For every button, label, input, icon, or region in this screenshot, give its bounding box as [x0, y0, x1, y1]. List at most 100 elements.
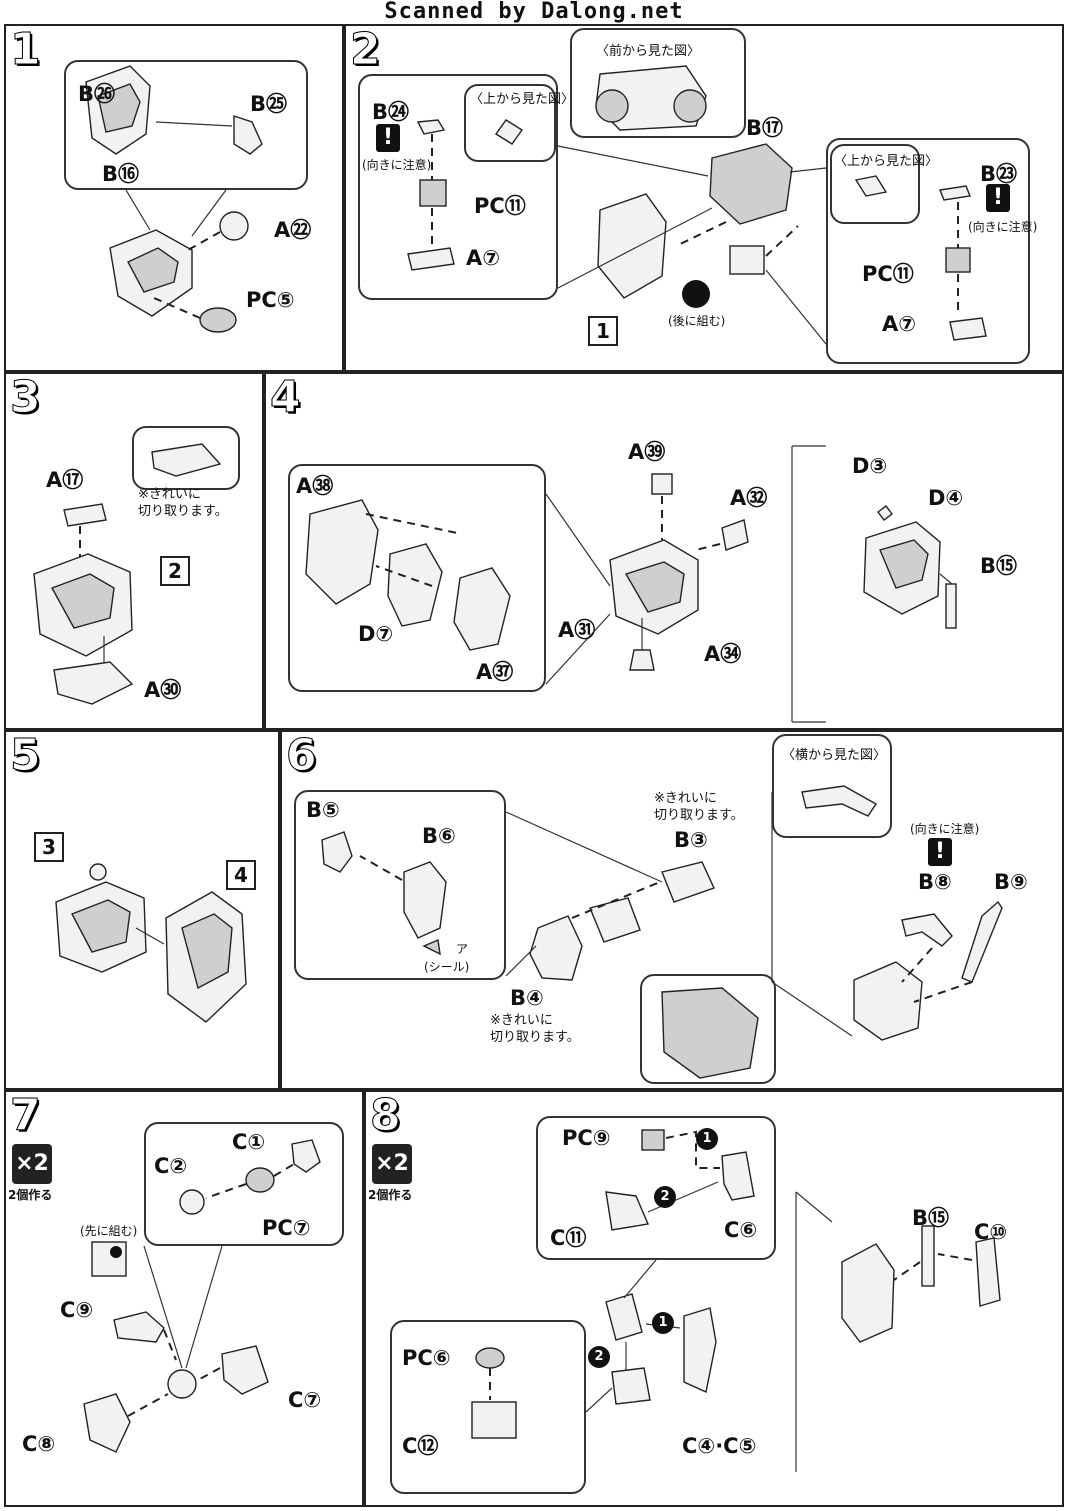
part-shape: [661, 987, 759, 1079]
orientation-warning-label: (向きに注意): [910, 822, 980, 836]
note-text: ※きれいに 切り取ります。: [490, 1013, 580, 1045]
part-shape: [181, 913, 233, 990]
dashed-guide: [359, 855, 403, 881]
step-number: 1: [10, 24, 42, 75]
sticker-label: (シール): [424, 960, 470, 974]
step-order-badge-1: 1: [652, 1312, 674, 1334]
part-label: B㉖: [78, 82, 116, 106]
later-marker: [682, 280, 710, 308]
dashed-guide: [665, 1130, 720, 1169]
part-shape: [245, 1167, 275, 1193]
part-label: B⑤: [306, 798, 340, 822]
leader-line: [191, 189, 227, 237]
part-shape: [945, 247, 971, 273]
part-shape: [53, 661, 134, 705]
dashed-guide: [205, 1183, 247, 1199]
part-label: PC⑨: [562, 1126, 611, 1150]
part-shape: [629, 649, 655, 671]
part-shape: [709, 143, 793, 225]
assemble-later-label: (後に組む): [668, 314, 726, 328]
part-shape: [854, 175, 888, 197]
part-label: D⑦: [358, 622, 394, 646]
step-8-illustration: [471, 1129, 1001, 1472]
part-shape: [494, 119, 524, 145]
step-order-badge-2: 2: [588, 1346, 610, 1368]
part-label: PC⑥: [402, 1346, 451, 1370]
step-1-illustration: [85, 65, 263, 333]
part-label: A㉞: [704, 642, 742, 666]
part-shape: [605, 1293, 643, 1341]
make-two-badge: ×2: [372, 1144, 412, 1184]
step-number: 3: [10, 372, 42, 423]
part-label: C④·C⑤: [682, 1434, 757, 1458]
part-shape: [419, 179, 447, 207]
arrow-line: [135, 927, 165, 945]
part-label: C⑥: [724, 1218, 758, 1242]
bracket-line: [795, 1191, 833, 1472]
part-shape: [453, 567, 511, 651]
part-shape: [661, 861, 715, 903]
dashed-guide: [901, 947, 933, 983]
step-8-panel: 8 ×2 2個作る 1 2 1 2 PC⑨ C⑥ C⑪ PC⑥ C⑫ C④·C⑤…: [364, 1090, 1064, 1507]
leader-line: [185, 1245, 223, 1369]
part-shape: [641, 1129, 665, 1151]
part-label: B⑨: [994, 870, 1028, 894]
orientation-warning-icon: !: [986, 184, 1010, 212]
part-shape: [179, 1189, 205, 1215]
dashed-guide: [937, 1253, 973, 1261]
part-shape: [589, 897, 641, 943]
step-5-panel: 5 3 4: [4, 730, 280, 1090]
part-shape: [921, 1225, 935, 1287]
part-shape: [63, 503, 107, 527]
part-shape: [853, 961, 923, 1041]
step-number: 2: [350, 24, 382, 75]
top-view-b-caption: 〈上から見た図〉: [834, 154, 939, 169]
part-shape: [91, 1241, 127, 1277]
step-number: 4: [270, 372, 302, 423]
arrow-line: [155, 121, 233, 127]
part-label: C⑩: [974, 1220, 1008, 1244]
leader-line: [505, 945, 537, 977]
step-7-panel: 7 ×2 2個作る (先に組む) C① C② PC⑦ C⑨ C⑦ C⑧: [4, 1090, 364, 1507]
make-two-label: 2個作る: [8, 1188, 53, 1202]
part-label: A㊲: [476, 660, 514, 684]
step-number: 7: [10, 1090, 42, 1141]
dashed-guide: [127, 1393, 169, 1417]
part-shape: [151, 443, 222, 477]
part-label: B㉔: [372, 100, 410, 124]
part-shape: [219, 211, 249, 241]
leader-line: [545, 613, 611, 685]
part-label: B㉕: [250, 92, 288, 116]
orientation-warning-icon: !: [928, 838, 952, 866]
part-shape: [321, 831, 353, 873]
part-label: C⑪: [550, 1226, 587, 1250]
step-4-panel: 4 A㊳ D⑦ A㊲ A㊴ A㉜ A㉛ A㉞ D③ D④ B⑮: [264, 372, 1064, 730]
part-shape: [113, 1311, 165, 1343]
orientation-warning-label: (向きに注意): [968, 220, 1038, 234]
part-shape: [595, 89, 629, 123]
leader-line: [557, 207, 713, 289]
part-shape: [801, 785, 878, 817]
part-shape: [416, 119, 446, 135]
part-label: A㊳: [296, 474, 334, 498]
assemble-first-label: (先に組む): [80, 1224, 138, 1238]
step-6-panel: 6 〈横から見た図〉 B⑤ B⑥ ア (シール) ※きれいに 切り取ります。 B…: [280, 730, 1064, 1090]
part-label: C②: [154, 1154, 188, 1178]
dashed-guide: [571, 881, 661, 919]
cut-cleanly-note: ※きれいに 切り取ります。: [490, 1012, 580, 1046]
step-number: 6: [286, 730, 318, 781]
part-shape: [729, 245, 765, 275]
part-label: D④: [928, 486, 964, 510]
orientation-warning-label: (向きに注意): [362, 158, 432, 172]
step-number: 8: [370, 1090, 402, 1141]
part-label: C⑫: [402, 1434, 439, 1458]
part-shape: [71, 899, 131, 953]
part-label: B④: [510, 986, 544, 1010]
leader-line: [789, 167, 827, 173]
part-shape: [975, 1237, 1001, 1307]
part-label: PC⑦: [262, 1216, 311, 1240]
part-label: PC⑤: [246, 288, 295, 312]
part-shape: [673, 89, 707, 123]
leader-line: [765, 269, 827, 345]
part-shape: [611, 1367, 651, 1405]
